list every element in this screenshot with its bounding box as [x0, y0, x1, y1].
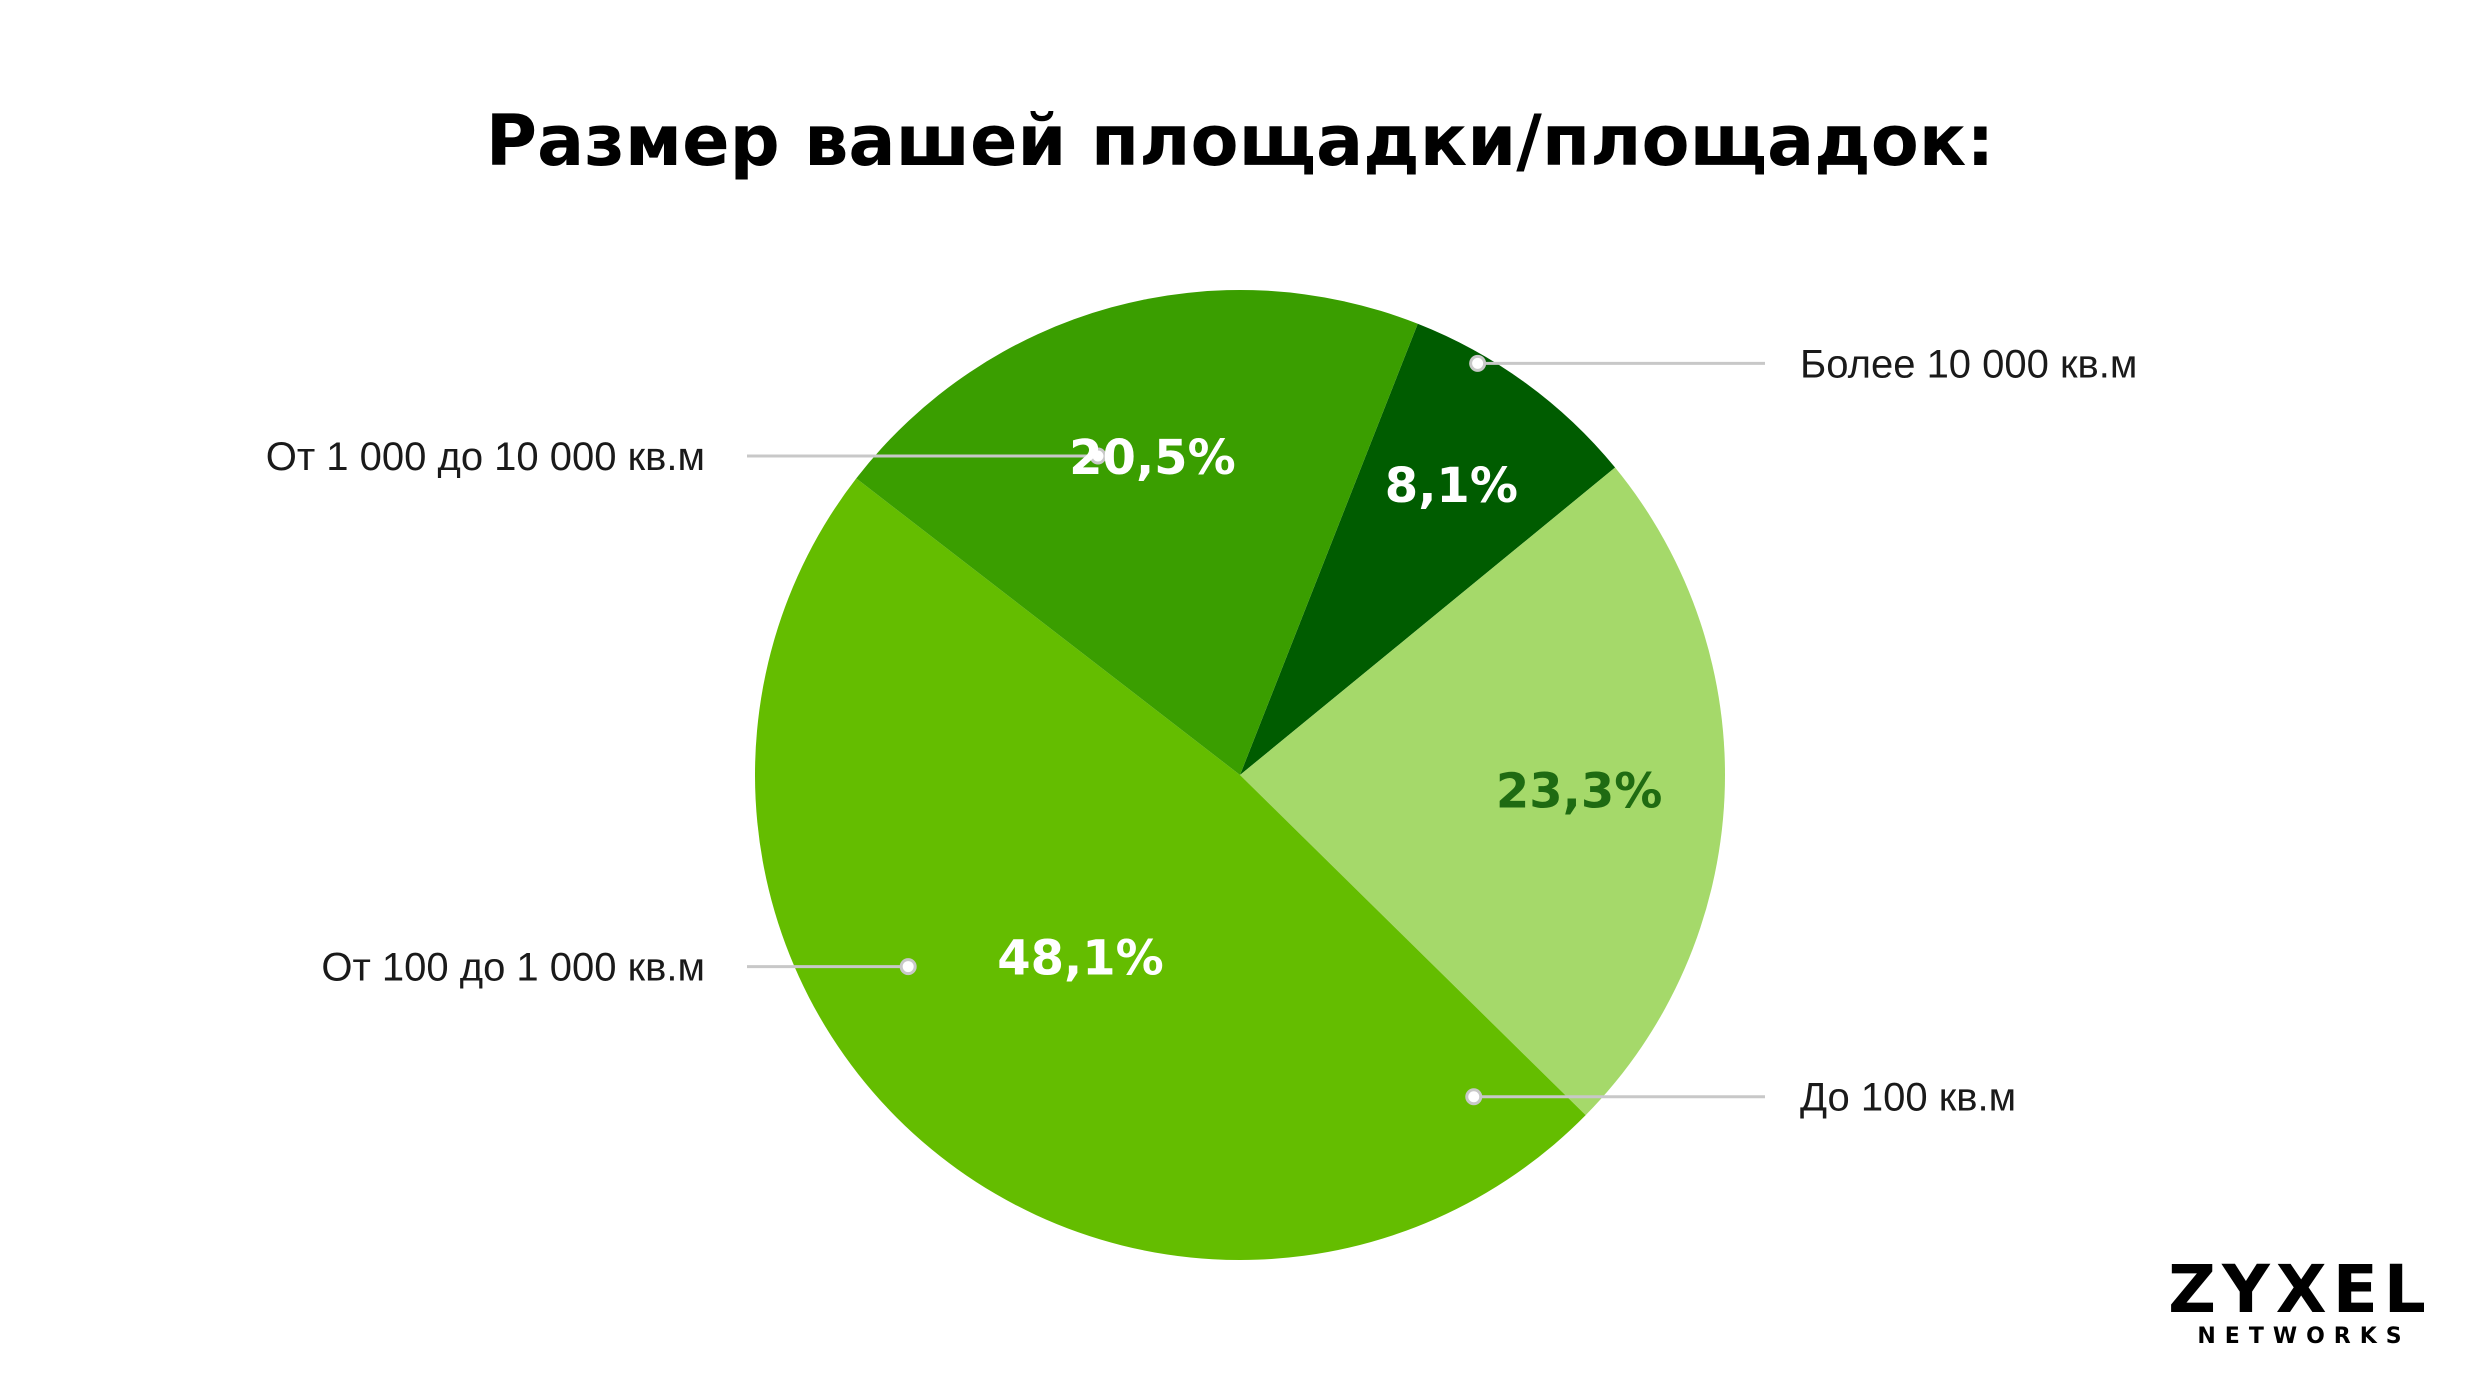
logo-text: ZYXEL: [2168, 1251, 2432, 1328]
category-label-up-to-100: До 100 кв.м: [1800, 1076, 2016, 1120]
leader-dot-up-to-100: [1465, 1088, 1483, 1106]
leader-dot-1000-10000: [1089, 447, 1107, 465]
data-label-1000-10000: 20,5%: [1069, 430, 1236, 486]
leader-dot-more-10000: [1469, 354, 1487, 372]
zyxel-logo: ZYXEL NETWORKS: [2168, 1251, 2432, 1349]
data-label-100-1000: 48,1%: [997, 931, 1164, 987]
category-label-more-10000: Более 10 000 кв.м: [1800, 342, 2137, 386]
chart-title: Размер вашей площадки/площадок:: [486, 100, 1995, 182]
category-label-100-1000: От 100 до 1 000 кв.м: [321, 946, 705, 990]
category-label-1000-10000: От 1 000 до 10 000 кв.м: [266, 435, 705, 479]
leader-lines: [747, 354, 1765, 1106]
pie-slice-more-10000: [1240, 323, 1616, 775]
pie-slice-up-to-100: [1240, 467, 1725, 1116]
pie-slice-1000-10000: [856, 290, 1418, 775]
pie-slices: [754, 290, 1725, 1261]
pie-slice-100-1000: [754, 478, 1586, 1261]
logo-subtext: NETWORKS: [2197, 1324, 2410, 1349]
leader-dot-100-1000: [899, 958, 917, 976]
data-label-more-10000: 8,1%: [1385, 458, 1518, 514]
data-label-up-to-100: 23,3%: [1496, 763, 1663, 819]
